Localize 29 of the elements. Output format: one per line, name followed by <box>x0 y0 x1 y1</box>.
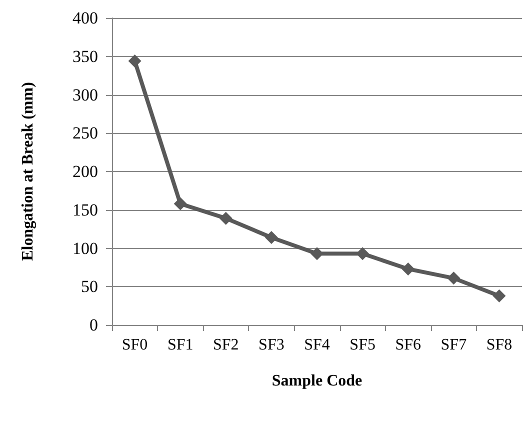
x-axis-title: Sample Code <box>272 372 362 390</box>
y-tick-label: 200 <box>72 162 98 181</box>
y-tick-label: 250 <box>72 124 98 143</box>
point <box>264 231 278 244</box>
x-tick-label: SF3 <box>258 336 284 354</box>
point <box>128 54 142 68</box>
point <box>447 272 460 285</box>
y-tick-label: 50 <box>81 277 98 296</box>
y-tick-label: 100 <box>72 238 98 258</box>
point <box>492 289 506 302</box>
x-tick-label: SF6 <box>395 336 422 354</box>
point <box>310 247 324 260</box>
x-tick-label: SF8 <box>486 336 512 354</box>
y-tick-label: 0 <box>90 316 98 334</box>
y-tick-label: 400 <box>72 8 98 28</box>
point <box>356 247 370 260</box>
y-tick-label: 150 <box>72 200 98 220</box>
x-tick-label: SF7 <box>440 336 467 354</box>
y-tick-label: 300 <box>72 85 98 104</box>
x-tick-label: SF5 <box>350 336 376 354</box>
x-tick-label: SF4 <box>304 336 330 354</box>
x-tick-label: SF0 <box>122 336 148 354</box>
point <box>174 197 187 210</box>
x-tick-label: SF1 <box>167 336 194 354</box>
y-axis-title: Elongation at Break (mm) <box>20 82 36 261</box>
y-tick-label: 350 <box>72 46 98 66</box>
point <box>219 212 232 225</box>
point <box>402 262 415 276</box>
x-tick-label: SF2 <box>212 336 239 354</box>
